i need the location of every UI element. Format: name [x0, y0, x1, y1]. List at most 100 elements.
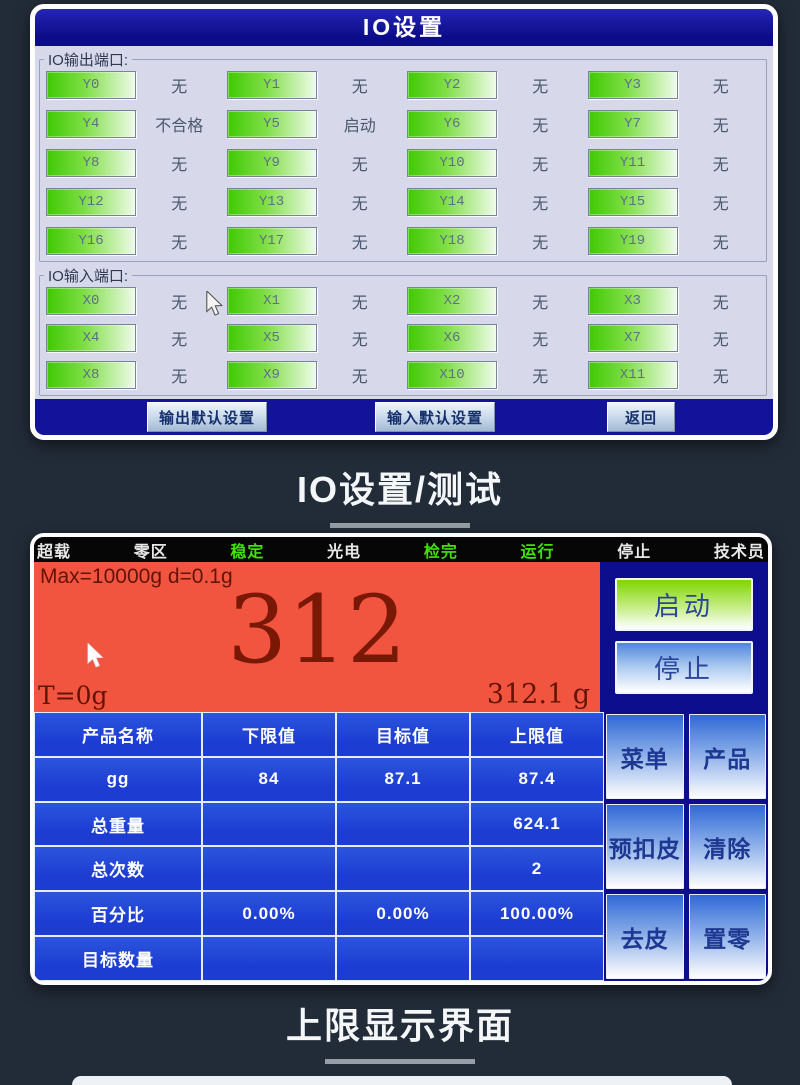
input-port-button-x0[interactable]: X0 — [46, 287, 136, 315]
input-port-button-x6[interactable]: X6 — [407, 324, 497, 352]
input-port-button-x11[interactable]: X11 — [587, 361, 678, 389]
input-port-status-x7: 无 — [712, 332, 729, 349]
table-cell — [470, 936, 604, 981]
output-port-button-y18[interactable]: Y18 — [407, 227, 497, 255]
table-cell — [336, 846, 470, 892]
input-port-button-x3[interactable]: X3 — [587, 287, 678, 315]
scale-caption: 上限显示界面 — [0, 997, 800, 1064]
table-cell: 目标数量 — [34, 936, 202, 981]
status-running: 运行 — [520, 543, 555, 561]
output-port-button-y1[interactable]: Y1 — [226, 71, 317, 99]
io-cell: Y15 无 — [584, 188, 765, 216]
io-input-group: IO输入端口: X0 无 X1 无 X2 无 X3 无 X4 无 X5 无 X6 无 X7 无 X8 无 X9 无 X1… — [39, 265, 767, 396]
output-port-button-y16[interactable]: Y16 — [46, 227, 136, 255]
table-cell: 624.1 — [470, 801, 604, 847]
table-header-cell: 目标值 — [336, 712, 470, 757]
output-port-status-y4: 不合格 — [155, 118, 204, 135]
io-output-grid: Y0 无 Y1 无 Y2 无 Y3 无 Y4 不合格 Y5 启动 Y6 无 Y7 无 Y8 无 Y9 无 Y10 无 Y11… — [42, 71, 764, 255]
io-cell: Y6 无 — [403, 110, 584, 138]
io-output-group-label: IO输出端口: — [48, 52, 129, 69]
scale-caption-text: 上限显示界面 — [285, 1005, 514, 1046]
table-header-cell: 上限值 — [470, 712, 604, 757]
table-cell: 0.00% — [202, 891, 336, 937]
product-button[interactable]: 产品 — [688, 714, 766, 799]
output-port-button-y14[interactable]: Y14 — [407, 188, 497, 216]
next-card-top-edge — [72, 1076, 732, 1085]
tare-button[interactable]: 去皮 — [606, 894, 684, 979]
input-port-button-x4[interactable]: X4 — [46, 324, 136, 352]
input-port-button-x7[interactable]: X7 — [587, 324, 678, 352]
io-footer-bar: 输出默认设置 输入默认设置 返回 — [35, 399, 773, 435]
input-port-button-x1[interactable]: X1 — [226, 287, 317, 315]
output-port-status-y17: 无 — [351, 235, 368, 252]
table-cell: 百分比 — [34, 891, 202, 937]
input-default-settings-button[interactable]: 输入默认设置 — [375, 402, 495, 432]
scale-status-bar: 超载 零区 稳定 光电 检完 运行 停止 技术员 — [34, 537, 768, 562]
output-port-button-y0[interactable]: Y0 — [46, 71, 136, 99]
output-port-button-y5[interactable]: Y5 — [226, 110, 317, 138]
io-caption: IO设置/测试 — [0, 461, 800, 528]
output-port-status-y1: 无 — [351, 79, 368, 96]
output-port-button-y3[interactable]: Y3 — [587, 71, 678, 99]
pre-tare-button[interactable]: 预扣皮 — [606, 804, 684, 889]
table-cell: 87.4 — [470, 756, 604, 802]
output-port-button-y11[interactable]: Y11 — [587, 149, 678, 177]
output-port-button-y15[interactable]: Y15 — [587, 188, 678, 216]
io-cell: X11 无 — [584, 361, 765, 389]
output-port-button-y9[interactable]: Y9 — [226, 149, 317, 177]
zero-button[interactable]: 置零 — [688, 894, 766, 979]
input-port-button-x8[interactable]: X8 — [46, 361, 136, 389]
io-cell: Y14 无 — [403, 188, 584, 216]
start-button[interactable]: 启动 — [615, 578, 753, 631]
scale-caption-underline — [325, 1059, 475, 1064]
io-cell: Y4 不合格 — [42, 110, 223, 138]
table-cell — [336, 936, 470, 981]
output-port-button-y2[interactable]: Y2 — [407, 71, 497, 99]
output-port-button-y7[interactable]: Y7 — [587, 110, 678, 138]
output-port-button-y13[interactable]: Y13 — [226, 188, 317, 216]
output-port-button-y8[interactable]: Y8 — [46, 149, 136, 177]
input-port-button-x5[interactable]: X5 — [226, 324, 317, 352]
io-cell: Y11 无 — [584, 149, 765, 177]
io-cell: Y13 无 — [223, 188, 404, 216]
input-port-button-x9[interactable]: X9 — [226, 361, 317, 389]
output-port-button-y6[interactable]: Y6 — [407, 110, 497, 138]
output-port-status-y13: 无 — [351, 196, 368, 213]
output-port-status-y9: 无 — [351, 157, 368, 174]
output-port-button-y10[interactable]: Y10 — [407, 149, 497, 177]
weight-display: Max=10000g d=0.1g 312 T=0g 312.1 g — [34, 562, 600, 712]
io-cell: Y17 无 — [223, 227, 404, 255]
io-cell: Y19 无 — [584, 227, 765, 255]
io-output-group: IO输出端口: Y0 无 Y1 无 Y2 无 Y3 无 Y4 不合格 Y5 启动 Y6 无 Y7 无 Y8 无 Y9… — [39, 49, 767, 262]
status-overload: 超载 — [37, 543, 72, 561]
back-button[interactable]: 返回 — [607, 402, 675, 432]
table-header-cell: 下限值 — [202, 712, 336, 757]
output-port-button-y19[interactable]: Y19 — [587, 227, 678, 255]
output-port-status-y12: 无 — [171, 196, 188, 213]
output-port-status-y16: 无 — [171, 235, 188, 252]
io-cell: X10 无 — [403, 361, 584, 389]
io-screen-title: IO设置 — [35, 9, 773, 46]
output-port-status-y19: 无 — [712, 235, 729, 252]
input-port-status-x9: 无 — [351, 369, 368, 386]
status-photoelectric: 光电 — [327, 543, 362, 561]
table-cell — [336, 801, 470, 847]
table-cell — [202, 801, 336, 847]
clear-button[interactable]: 清除 — [688, 804, 766, 889]
stop-button[interactable]: 停止 — [615, 641, 753, 694]
output-port-button-y12[interactable]: Y12 — [46, 188, 136, 216]
input-port-status-x6: 无 — [532, 332, 549, 349]
menu-button[interactable]: 菜单 — [606, 714, 684, 799]
output-port-button-y4[interactable]: Y4 — [46, 110, 136, 138]
output-port-status-y18: 无 — [532, 235, 549, 252]
input-port-button-x10[interactable]: X10 — [407, 361, 497, 389]
io-input-grid: X0 无 X1 无 X2 无 X3 无 X4 无 X5 无 X6 无 X7 无 X8 无 X9 无 X10 无 X11 无 — [42, 287, 764, 389]
input-port-button-x2[interactable]: X2 — [407, 287, 497, 315]
io-cell: X6 无 — [403, 324, 584, 352]
io-cell: X2 无 — [403, 287, 584, 315]
menu-button-grid: 菜单 产品 预扣皮 清除 去皮 置零 — [604, 712, 768, 981]
output-default-settings-button[interactable]: 输出默认设置 — [147, 402, 267, 432]
io-cell: X3 无 — [584, 287, 765, 315]
output-port-status-y15: 无 — [712, 196, 729, 213]
output-port-button-y17[interactable]: Y17 — [226, 227, 317, 255]
